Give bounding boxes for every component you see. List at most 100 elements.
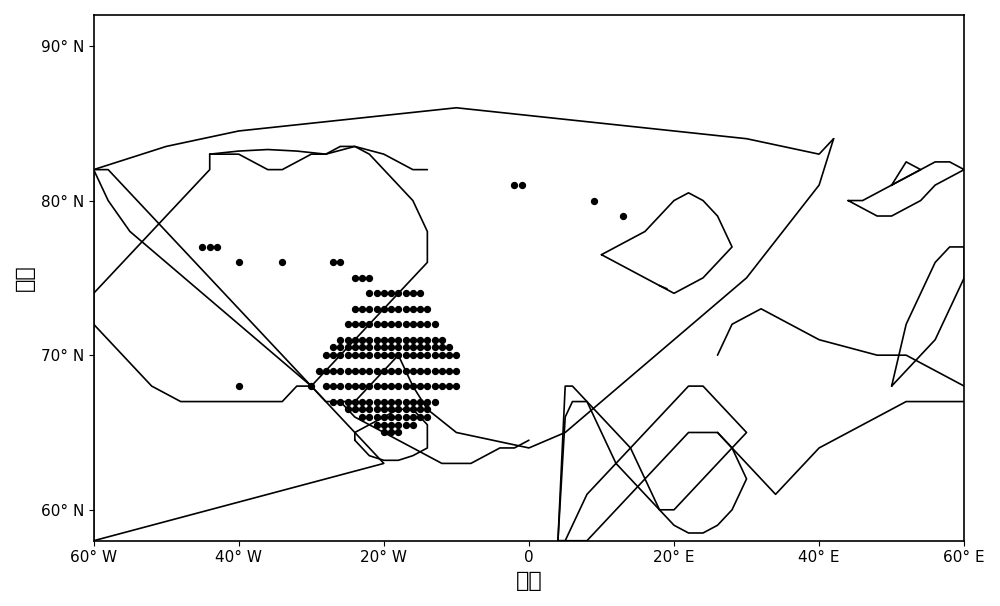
Point bbox=[448, 350, 464, 360]
Point bbox=[369, 412, 385, 422]
X-axis label: 经度: 经度 bbox=[516, 571, 542, 591]
Point bbox=[405, 366, 421, 376]
Point bbox=[332, 258, 348, 267]
Point bbox=[361, 335, 377, 345]
Point bbox=[361, 319, 377, 329]
Point bbox=[231, 381, 247, 391]
Point bbox=[332, 342, 348, 352]
Point bbox=[347, 304, 363, 314]
Point bbox=[434, 342, 450, 352]
Point bbox=[376, 428, 392, 438]
Point bbox=[376, 288, 392, 298]
Point bbox=[354, 366, 370, 376]
Point bbox=[390, 420, 406, 430]
Point bbox=[332, 381, 348, 391]
Point bbox=[586, 196, 602, 205]
Point bbox=[448, 381, 464, 391]
Point bbox=[405, 288, 421, 298]
Point bbox=[361, 412, 377, 422]
Point bbox=[514, 180, 530, 190]
Point bbox=[398, 420, 414, 430]
Point bbox=[347, 273, 363, 283]
Point bbox=[340, 335, 356, 345]
Point bbox=[398, 350, 414, 360]
Point bbox=[369, 342, 385, 352]
Point bbox=[340, 350, 356, 360]
Point bbox=[325, 397, 341, 407]
Point bbox=[325, 258, 341, 267]
Point bbox=[369, 366, 385, 376]
Point bbox=[398, 288, 414, 298]
Point bbox=[347, 366, 363, 376]
Point bbox=[361, 342, 377, 352]
Point bbox=[412, 412, 428, 422]
Point bbox=[390, 319, 406, 329]
Point bbox=[419, 342, 435, 352]
Point bbox=[369, 288, 385, 298]
Point bbox=[427, 335, 443, 345]
Point bbox=[376, 304, 392, 314]
Point bbox=[441, 366, 457, 376]
Point bbox=[332, 335, 348, 345]
Point bbox=[390, 304, 406, 314]
Point bbox=[303, 381, 319, 391]
Point bbox=[369, 319, 385, 329]
Point bbox=[231, 258, 247, 267]
Point bbox=[361, 381, 377, 391]
Point bbox=[376, 335, 392, 345]
Point bbox=[361, 350, 377, 360]
Point bbox=[398, 335, 414, 345]
Point bbox=[390, 288, 406, 298]
Point bbox=[419, 381, 435, 391]
Point bbox=[390, 381, 406, 391]
Point bbox=[390, 404, 406, 414]
Point bbox=[412, 404, 428, 414]
Point bbox=[390, 342, 406, 352]
Point bbox=[434, 350, 450, 360]
Point bbox=[390, 428, 406, 438]
Point bbox=[332, 366, 348, 376]
Point bbox=[347, 335, 363, 345]
Point bbox=[354, 319, 370, 329]
Point bbox=[405, 350, 421, 360]
Point bbox=[347, 404, 363, 414]
Point bbox=[318, 366, 334, 376]
Point bbox=[347, 342, 363, 352]
Point bbox=[325, 381, 341, 391]
Point bbox=[427, 319, 443, 329]
Point bbox=[434, 381, 450, 391]
Point bbox=[405, 335, 421, 345]
Point bbox=[354, 412, 370, 422]
Point bbox=[383, 319, 399, 329]
Point bbox=[427, 397, 443, 407]
Point bbox=[412, 304, 428, 314]
Point bbox=[354, 342, 370, 352]
Point bbox=[354, 397, 370, 407]
Point bbox=[347, 397, 363, 407]
Point bbox=[376, 350, 392, 360]
Point bbox=[390, 366, 406, 376]
Point bbox=[347, 350, 363, 360]
Point bbox=[369, 397, 385, 407]
Point bbox=[441, 342, 457, 352]
Point bbox=[427, 342, 443, 352]
Point bbox=[419, 350, 435, 360]
Point bbox=[369, 381, 385, 391]
Point bbox=[209, 242, 225, 251]
Point bbox=[405, 381, 421, 391]
Point bbox=[354, 273, 370, 283]
Point bbox=[361, 288, 377, 298]
Point bbox=[383, 404, 399, 414]
Point bbox=[354, 350, 370, 360]
Point bbox=[419, 304, 435, 314]
Point bbox=[347, 381, 363, 391]
Point bbox=[412, 319, 428, 329]
Point bbox=[383, 366, 399, 376]
Point bbox=[412, 397, 428, 407]
Point bbox=[398, 366, 414, 376]
Point bbox=[383, 304, 399, 314]
Point bbox=[325, 342, 341, 352]
Point bbox=[354, 381, 370, 391]
Point bbox=[318, 381, 334, 391]
Point bbox=[376, 381, 392, 391]
